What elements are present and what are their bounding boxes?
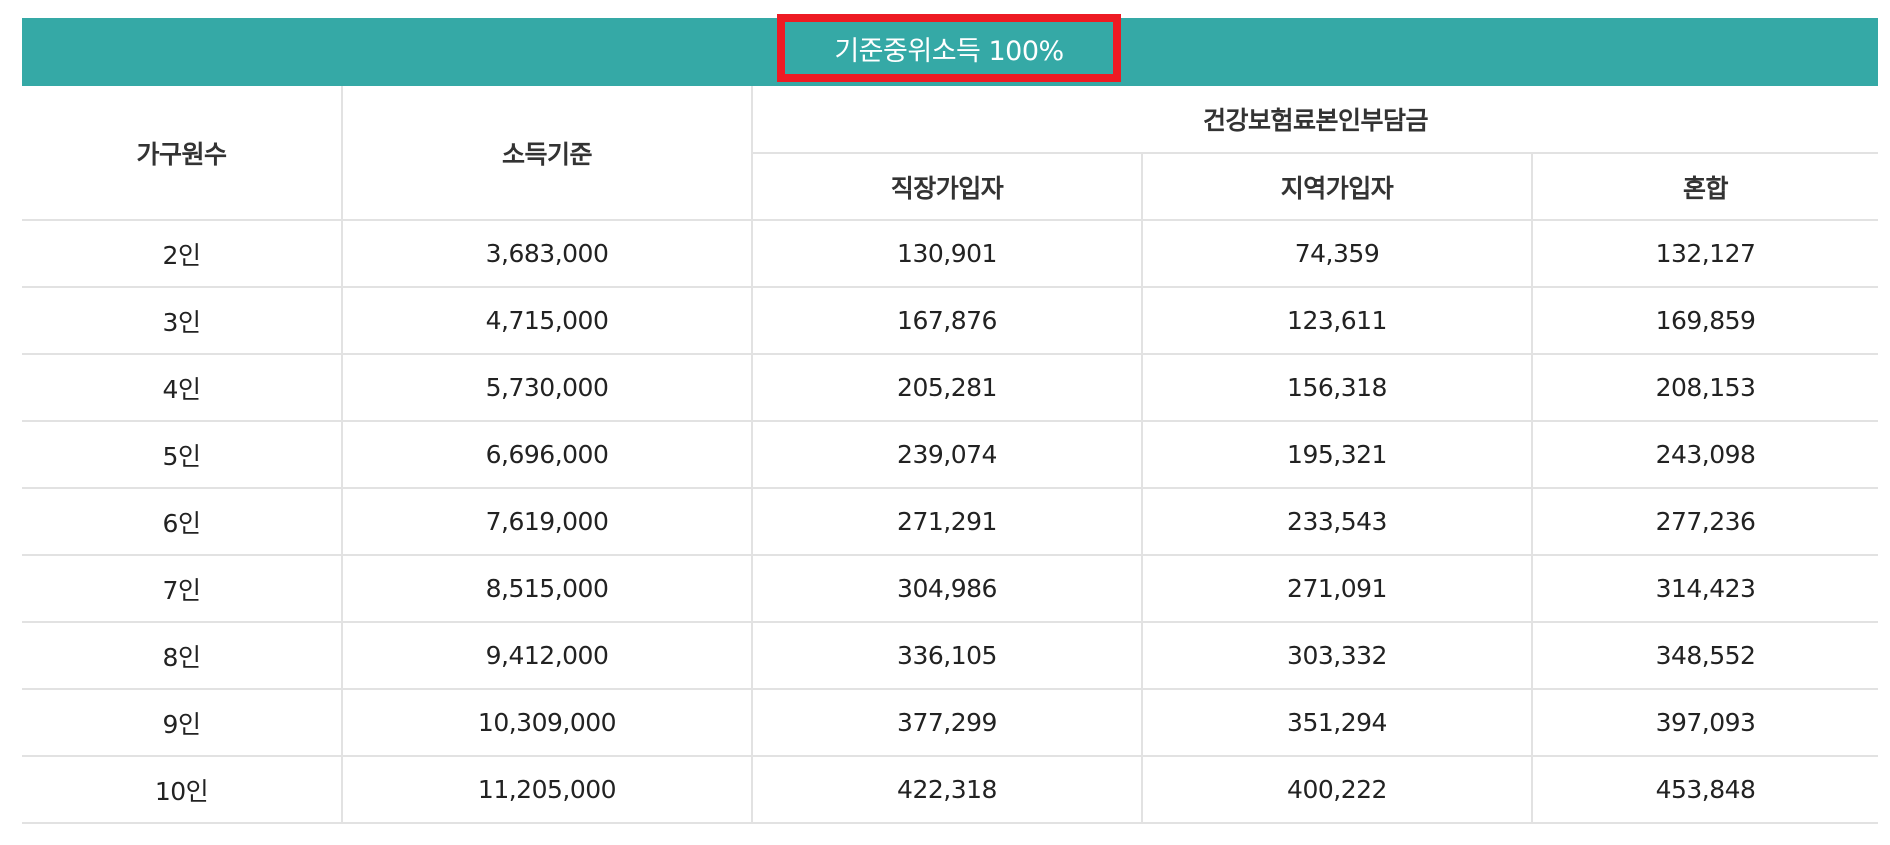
cell-regional: 74,359 <box>1142 220 1533 288</box>
table-row: 10인 11,205,000 422,318 400,222 453,848 <box>22 756 1879 824</box>
header-employee: 직장가입자 <box>752 153 1143 221</box>
cell-income: 5,730,000 <box>342 354 753 422</box>
cell-regional: 303,332 <box>1142 622 1533 690</box>
cell-mixed: 453,848 <box>1532 756 1879 824</box>
income-insurance-table: 가구원수 소득기준 건강보험료본인부담금 직장가입자 지역가입자 혼합 2인 3,… <box>22 86 1879 824</box>
header-regional: 지역가입자 <box>1142 153 1533 221</box>
cell-household: 5인 <box>22 421 343 489</box>
cell-regional: 351,294 <box>1142 689 1533 757</box>
cell-mixed: 348,552 <box>1532 622 1879 690</box>
header-income: 소득기준 <box>342 86 753 221</box>
table-row: 3인 4,715,000 167,876 123,611 169,859 <box>22 287 1879 355</box>
cell-mixed: 243,098 <box>1532 421 1879 489</box>
cell-household: 8인 <box>22 622 343 690</box>
table-row: 7인 8,515,000 304,986 271,091 314,423 <box>22 555 1879 623</box>
cell-regional: 156,318 <box>1142 354 1533 422</box>
income-table-section: 기준중위소득 100% 가구원수 소득기준 건강보험료본인부담금 직장가입자 지… <box>22 14 1879 824</box>
cell-income: 11,205,000 <box>342 756 753 824</box>
cell-mixed: 397,093 <box>1532 689 1879 757</box>
cell-household: 6인 <box>22 488 343 556</box>
cell-income: 7,619,000 <box>342 488 753 556</box>
cell-regional: 195,321 <box>1142 421 1533 489</box>
cell-household: 3인 <box>22 287 343 355</box>
table-body: 2인 3,683,000 130,901 74,359 132,127 3인 4,715,0… <box>22 220 1879 824</box>
cell-mixed: 169,859 <box>1532 287 1879 355</box>
cell-mixed: 314,423 <box>1532 555 1879 623</box>
cell-income: 3,683,000 <box>342 220 753 288</box>
cell-regional: 400,222 <box>1142 756 1533 824</box>
cell-employee: 239,074 <box>752 421 1143 489</box>
cell-regional: 233,543 <box>1142 488 1533 556</box>
cell-employee: 271,291 <box>752 488 1143 556</box>
table-row: 9인 10,309,000 377,299 351,294 397,093 <box>22 689 1879 757</box>
cell-income: 4,715,000 <box>342 287 753 355</box>
header-mixed: 혼합 <box>1532 153 1879 221</box>
table-row: 5인 6,696,000 239,074 195,321 243,098 <box>22 421 1879 489</box>
table-row: 6인 7,619,000 271,291 233,543 277,236 <box>22 488 1879 556</box>
cell-mixed: 208,153 <box>1532 354 1879 422</box>
cell-employee: 422,318 <box>752 756 1143 824</box>
cell-household: 4인 <box>22 354 343 422</box>
cell-employee: 205,281 <box>752 354 1143 422</box>
cell-household: 9인 <box>22 689 343 757</box>
cell-household: 2인 <box>22 220 343 288</box>
cell-employee: 336,105 <box>752 622 1143 690</box>
cell-income: 10,309,000 <box>342 689 753 757</box>
cell-employee: 130,901 <box>752 220 1143 288</box>
cell-income: 8,515,000 <box>342 555 753 623</box>
header-insurance-group: 건강보험료본인부담금 <box>752 86 1879 154</box>
cell-income: 9,412,000 <box>342 622 753 690</box>
cell-employee: 304,986 <box>752 555 1143 623</box>
cell-income: 6,696,000 <box>342 421 753 489</box>
table-row: 4인 5,730,000 205,281 156,318 208,153 <box>22 354 1879 422</box>
header-household: 가구원수 <box>22 86 343 221</box>
cell-employee: 167,876 <box>752 287 1143 355</box>
cell-regional: 271,091 <box>1142 555 1533 623</box>
cell-employee: 377,299 <box>752 689 1143 757</box>
cell-household: 7인 <box>22 555 343 623</box>
cell-household: 10인 <box>22 756 343 824</box>
cell-mixed: 132,127 <box>1532 220 1879 288</box>
table-banner: 기준중위소득 100% <box>22 14 1878 86</box>
table-row: 2인 3,683,000 130,901 74,359 132,127 <box>22 220 1879 288</box>
table-row: 8인 9,412,000 336,105 303,332 348,552 <box>22 622 1879 690</box>
banner-title-highlighted: 기준중위소득 100% <box>777 14 1121 82</box>
cell-mixed: 277,236 <box>1532 488 1879 556</box>
cell-regional: 123,611 <box>1142 287 1533 355</box>
